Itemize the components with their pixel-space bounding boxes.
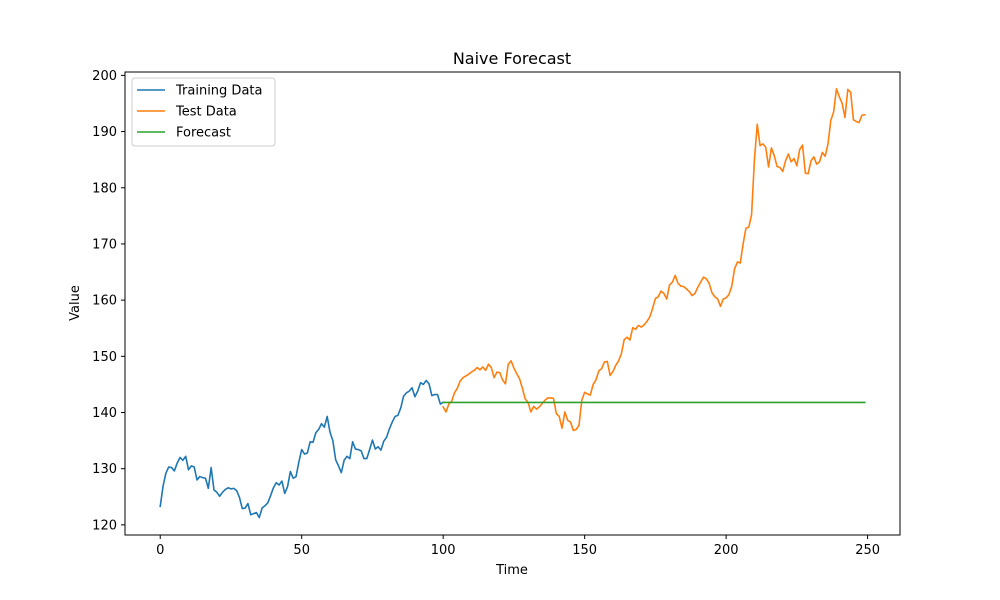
- plot-frame: [124, 71, 901, 536]
- legend-label: Test Data: [175, 105, 237, 120]
- x-axis-label: Time: [495, 563, 528, 578]
- legend-label: Training Data: [175, 84, 262, 99]
- x-tick-label: 100: [431, 543, 456, 558]
- x-tick-label: 200: [714, 543, 739, 558]
- y-tick-label: 120: [92, 518, 117, 533]
- legend-label: Forecast: [176, 126, 231, 141]
- x-axis: 0 50 100 150 200 250: [156, 535, 880, 558]
- series-line-test-data: [442, 88, 866, 432]
- y-tick-label: 200: [92, 69, 117, 84]
- y-tick-label: 170: [92, 237, 117, 252]
- y-axis-label: Value: [68, 285, 83, 321]
- x-tick-label: 0: [156, 543, 164, 558]
- plot-area: [159, 88, 866, 519]
- legend-box: [131, 77, 276, 147]
- x-tick-label: 250: [855, 543, 880, 558]
- legend: Training Data Test Data Forecast: [131, 77, 276, 147]
- y-axis: 120 130 140 150 160 170 180 190 200: [92, 69, 125, 533]
- y-tick-label: 140: [92, 406, 117, 421]
- y-tick-label: 190: [92, 125, 117, 140]
- chart-title: Naive Forecast: [453, 49, 571, 68]
- y-tick-label: 180: [92, 181, 117, 196]
- x-tick-label: 50: [293, 543, 310, 558]
- y-tick-label: 150: [92, 350, 117, 365]
- y-tick-label: 160: [92, 294, 117, 309]
- x-tick-label: 150: [572, 543, 597, 558]
- series-line-training-data: [159, 379, 445, 519]
- y-tick-label: 130: [92, 462, 117, 477]
